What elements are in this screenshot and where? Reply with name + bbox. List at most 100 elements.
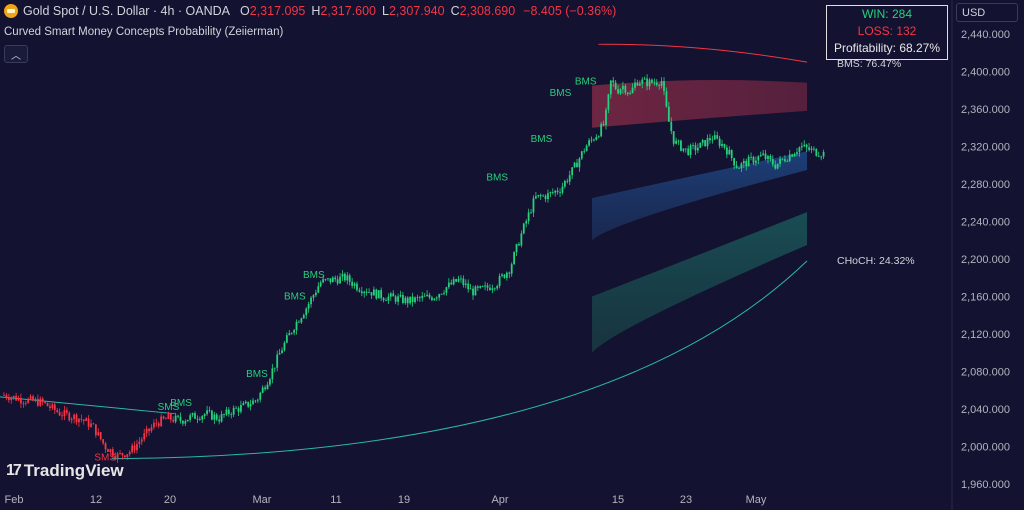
candle-body: [109, 449, 112, 452]
candle-body: [406, 297, 409, 304]
candle-body: [803, 144, 806, 147]
candle-body: [305, 308, 308, 316]
candle-body: [266, 384, 269, 390]
candle-body: [293, 330, 296, 333]
indicator-title[interactable]: Curved Smart Money Concepts Probability …: [4, 26, 284, 38]
candle-body: [189, 415, 192, 420]
candle-body: [491, 288, 494, 290]
candle-body: [423, 295, 426, 297]
probability-label: CHoCH: 24.32%: [837, 255, 915, 267]
candle-body: [203, 414, 206, 417]
candle-body: [590, 139, 593, 141]
candle-body: [131, 445, 134, 453]
candle-body: [85, 418, 88, 421]
candle-body: [585, 145, 588, 152]
candle-body: [114, 455, 117, 459]
candle-body: [547, 193, 549, 200]
candle-body: [22, 403, 25, 405]
candle-body: [503, 274, 506, 278]
candle-body: [82, 419, 85, 421]
candle-body: [411, 296, 414, 303]
high-label: H: [311, 4, 321, 18]
candle-body: [336, 279, 339, 284]
structure-label: BMS: [575, 77, 597, 88]
candle-body: [319, 282, 322, 287]
candle-body: [498, 275, 501, 287]
candle-body: [363, 291, 366, 294]
structure-label: BMS: [170, 398, 192, 409]
candle-body: [244, 401, 247, 404]
structure-label: BMS: [303, 270, 325, 281]
candle-body: [740, 163, 743, 169]
candle-body: [735, 165, 738, 169]
candle-body: [646, 78, 648, 87]
y-tick-label: 2,040.000: [961, 404, 1010, 416]
symbol-title[interactable]: Gold Spot / U.S. Dollar · 4h · OANDA: [23, 4, 231, 18]
candle-body: [672, 131, 675, 144]
candle-body: [588, 140, 590, 146]
curve-lines: [0, 43, 808, 460]
currency-button[interactable]: USD: [956, 3, 1018, 22]
candle-body: [800, 146, 803, 148]
candle-body: [566, 180, 569, 182]
candle-body: [264, 387, 267, 390]
candle-body: [39, 398, 42, 406]
candle-body: [605, 109, 607, 125]
candle-body: [435, 297, 438, 299]
candle-body: [537, 194, 540, 197]
candle-body: [184, 421, 187, 424]
candle-body: [12, 395, 15, 398]
candle-body: [655, 82, 658, 85]
candle-body: [496, 286, 499, 289]
candle-body: [324, 279, 327, 280]
candle-body: [759, 155, 762, 157]
open-label: O: [240, 4, 250, 18]
candle-body: [150, 427, 153, 432]
candle-body: [472, 288, 474, 296]
candle-body: [220, 414, 223, 422]
candle-body: [61, 415, 63, 417]
candle-body: [820, 156, 823, 158]
candle-body: [561, 186, 564, 193]
candle-body: [733, 158, 736, 166]
y-tick-label: 2,440.000: [961, 29, 1010, 41]
candle-body: [660, 81, 663, 86]
candle-body: [810, 148, 813, 150]
x-tick-label: 12: [90, 494, 102, 506]
candle-body: [805, 144, 808, 148]
candle-body: [513, 252, 516, 265]
candle-body: [767, 155, 769, 160]
candle-body: [162, 416, 165, 419]
candle-body: [559, 192, 561, 193]
candle-body: [609, 80, 612, 95]
y-axis[interactable]: 2,440.000 2,400.000 2,360.000 2,320.000 2,28…: [951, 0, 1010, 510]
structure-label: BMS: [550, 88, 572, 99]
structure-label: BMS: [531, 134, 553, 145]
tradingview-logo[interactable]: 17 TradingView: [6, 461, 124, 481]
x-axis[interactable]: Feb 12 20 Mar 11 19 Apr 15 23 May: [5, 494, 767, 506]
x-tick-label: 11: [330, 494, 341, 506]
candle-body: [658, 84, 661, 86]
candle-body: [70, 419, 73, 421]
candle-body: [377, 290, 380, 299]
candle-body: [682, 148, 685, 151]
candle-body: [663, 81, 665, 92]
candle-body: [283, 342, 286, 351]
candle-body: [353, 283, 356, 286]
profitability: Profitability: 68.27%: [833, 41, 941, 55]
candle-body: [418, 297, 421, 299]
candle-body: [75, 414, 78, 423]
candle-body: [53, 404, 56, 411]
candle-body: [510, 264, 513, 274]
candle-body: [218, 419, 221, 422]
collapse-button[interactable]: ︿: [4, 45, 28, 63]
candle-body: [196, 418, 199, 420]
x-tick-label: Mar: [253, 494, 272, 506]
bear-probability-zone: [592, 80, 808, 128]
candle-body: [133, 445, 136, 451]
structure-label: BMS: [284, 291, 306, 302]
candle-body: [738, 168, 740, 169]
candle-body: [334, 277, 337, 280]
candle-body: [431, 297, 433, 301]
